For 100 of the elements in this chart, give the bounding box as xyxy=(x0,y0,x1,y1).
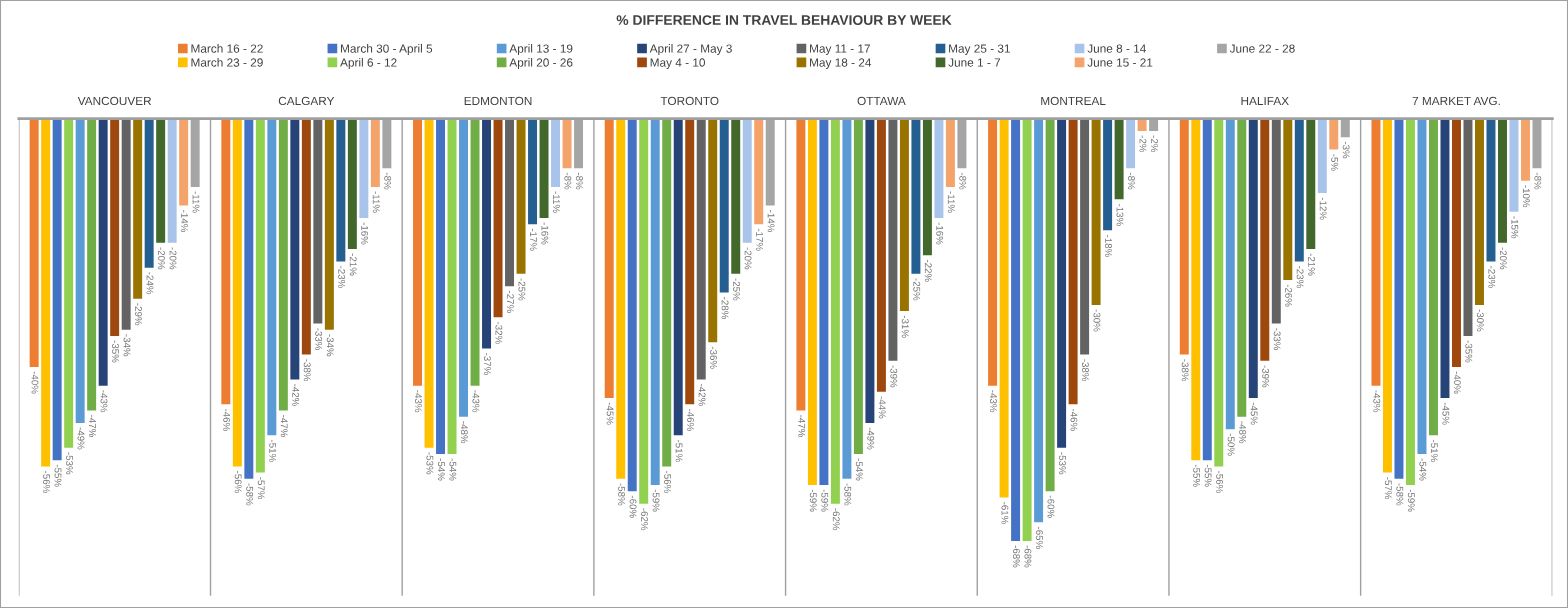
data-label: -65% xyxy=(1035,526,1043,549)
data-label: -59% xyxy=(1407,489,1415,512)
data-label: -2% xyxy=(1139,135,1147,153)
data-label: -23% xyxy=(338,266,346,288)
data-label: -62% xyxy=(832,508,840,531)
data-label: -10% xyxy=(1522,185,1530,208)
data-label: -43% xyxy=(989,390,997,413)
data-label: -11% xyxy=(947,191,955,213)
data-label: -2% xyxy=(1151,135,1158,153)
data-label: -23% xyxy=(1296,266,1304,288)
data-label: -40% xyxy=(1453,371,1461,394)
data-label: -48% xyxy=(460,421,468,444)
data-label: -38% xyxy=(1081,359,1089,382)
data-label: -51% xyxy=(675,439,683,462)
data-label: -16% xyxy=(361,222,369,245)
data-label: -11% xyxy=(372,191,380,213)
data-label: -39% xyxy=(890,365,898,388)
data-label: -60% xyxy=(629,495,637,518)
legend-label: May 4 - 10 xyxy=(650,58,705,70)
x-tick-label: 7 MARKET AVG. xyxy=(1412,96,1500,106)
data-label: -35% xyxy=(112,340,119,363)
legend-label: May 25 - 31 xyxy=(949,44,1010,56)
data-label: -8% xyxy=(1534,172,1542,190)
data-label: -57% xyxy=(257,477,265,500)
data-label: -18% xyxy=(1104,234,1112,257)
data-label: -56% xyxy=(234,470,242,493)
data-label: -62% xyxy=(641,508,648,531)
data-label: -13% xyxy=(1116,203,1124,226)
chart-title: % DIFFERENCE IN TRAVEL BEHAVIOUR BY WEEK xyxy=(616,15,952,26)
data-label: -56% xyxy=(664,470,671,493)
data-label: -45% xyxy=(1442,402,1450,425)
data-label: -51% xyxy=(1430,439,1438,462)
data-label: -30% xyxy=(1093,309,1101,332)
data-label: -25% xyxy=(733,278,740,301)
data-label: -47% xyxy=(89,415,96,438)
legend-label: April 27 - May 3 xyxy=(649,44,732,56)
data-label: -56% xyxy=(43,470,50,493)
data-label: -46% xyxy=(223,408,231,431)
data-label: -20% xyxy=(744,247,752,270)
x-tick-label: TORONTO xyxy=(660,96,719,106)
data-label: -43% xyxy=(472,390,480,413)
data-label: -58% xyxy=(246,483,254,506)
data-label: -53% xyxy=(1058,452,1066,475)
legend-label: March 16 - 22 xyxy=(191,44,263,53)
data-label: -55% xyxy=(1204,464,1212,487)
data-label: -31% xyxy=(901,315,909,338)
data-label: -57% xyxy=(1384,477,1392,500)
legend-label: March 30 - April 5 xyxy=(341,44,433,56)
data-label: -42% xyxy=(292,384,300,406)
data-label: -17% xyxy=(529,228,537,251)
data-label: -55% xyxy=(1193,464,1201,487)
data-label: -53% xyxy=(426,452,434,475)
data-label: -12% xyxy=(1319,197,1327,220)
data-label: -58% xyxy=(1396,483,1404,506)
legend-label: June 22 - 28 xyxy=(1229,44,1295,53)
data-label: -59% xyxy=(809,489,817,512)
data-label: -8% xyxy=(564,172,572,190)
data-label: -54% xyxy=(437,458,445,481)
data-label: -30% xyxy=(1476,309,1484,332)
data-label: -11% xyxy=(552,191,560,213)
data-label: -34% xyxy=(123,334,131,357)
data-label: -43% xyxy=(100,390,108,413)
data-label: -50% xyxy=(1227,433,1235,456)
data-label: -23% xyxy=(1488,266,1496,288)
data-label: -37% xyxy=(483,352,491,375)
data-label: -47% xyxy=(280,415,288,438)
legend-label: April 13 - 19 xyxy=(509,44,573,56)
data-label: -14% xyxy=(767,210,775,233)
data-label: -28% xyxy=(721,297,729,319)
legend-label: April 6 - 12 xyxy=(340,58,397,70)
data-label: -16% xyxy=(936,222,944,245)
data-label: -20% xyxy=(1499,247,1507,270)
x-tick-label: VANCOUVER xyxy=(77,96,152,106)
data-label: -48% xyxy=(1239,421,1247,444)
data-label: -33% xyxy=(1273,328,1281,351)
data-label: -49% xyxy=(77,427,85,450)
data-label: -21% xyxy=(349,253,357,276)
legend-label: March 23 - 29 xyxy=(191,58,263,67)
data-label: -54% xyxy=(449,458,457,481)
legend-label: April 20 - 26 xyxy=(509,58,573,70)
data-label: -38% xyxy=(1181,359,1189,382)
x-tick-label: CALGARY xyxy=(278,96,335,106)
data-label: -24% xyxy=(146,272,154,295)
data-label: -47% xyxy=(798,415,806,438)
data-label: -40% xyxy=(31,371,39,394)
data-label: -8% xyxy=(575,172,583,190)
legend-label: May 18 - 24 xyxy=(810,58,872,70)
data-label: -68% xyxy=(1024,545,1032,568)
data-label: -43% xyxy=(414,390,422,413)
data-label: -55% xyxy=(54,464,62,487)
data-label: -53% xyxy=(66,452,73,475)
data-label: -58% xyxy=(618,483,625,506)
legend-label: May 11 - 17 xyxy=(810,44,870,56)
data-label: -60% xyxy=(1047,495,1055,518)
data-label: -59% xyxy=(652,489,660,512)
data-label: -35% xyxy=(1465,340,1473,363)
data-label: -11% xyxy=(192,191,200,213)
legend-label: June 8 - 14 xyxy=(1087,44,1146,53)
data-label: -36% xyxy=(710,346,717,369)
legend-label: June 1 - 7 xyxy=(948,58,1001,67)
